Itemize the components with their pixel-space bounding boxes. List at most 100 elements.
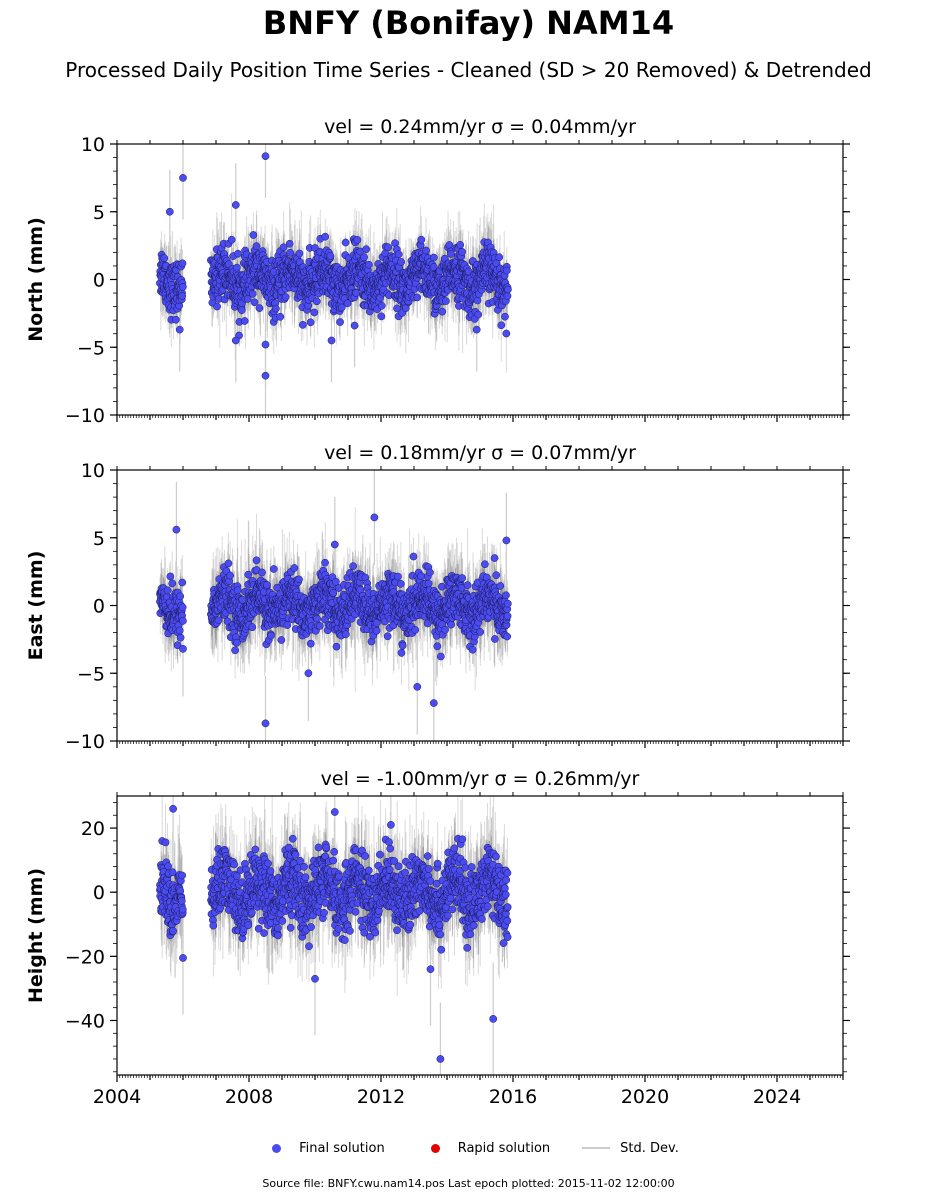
data-point — [176, 633, 185, 642]
data-point — [397, 258, 405, 266]
data-point — [350, 321, 359, 330]
data-point — [261, 371, 270, 380]
data-point — [413, 293, 422, 302]
data-point — [255, 304, 264, 312]
data-point — [240, 317, 249, 325]
data-point — [504, 285, 512, 294]
data-point — [231, 201, 240, 209]
data-point — [447, 250, 455, 258]
data-point — [495, 253, 504, 262]
data-point — [458, 248, 466, 256]
data-point — [429, 253, 438, 262]
data-point — [286, 248, 295, 257]
data-point — [394, 250, 403, 259]
plot-area — [156, 470, 512, 741]
data-point — [276, 312, 285, 321]
y-tick-label: −5 — [77, 337, 105, 359]
data-point — [310, 308, 319, 317]
data-point — [261, 152, 270, 161]
data-point — [474, 310, 483, 319]
data-point — [501, 312, 509, 321]
data-point — [365, 260, 373, 269]
figure-title: BNFY (Bonifay) NAM14 — [262, 4, 675, 42]
data-point — [179, 174, 187, 182]
y-tick-label: −10 — [65, 405, 105, 427]
data-point — [393, 304, 401, 313]
data-point — [321, 232, 330, 241]
data-point — [213, 302, 221, 311]
data-point — [306, 318, 315, 327]
data-point — [327, 336, 336, 345]
data-point — [176, 592, 185, 601]
y-tick-label: 10 — [81, 134, 105, 156]
data-point — [237, 306, 246, 315]
data-point — [250, 298, 259, 307]
data-point — [175, 325, 184, 334]
data-point — [168, 579, 177, 588]
panel-title: vel = 0.24mm/yr σ = 0.04mm/yr — [324, 116, 636, 138]
data-point — [165, 207, 174, 216]
data-point — [377, 312, 386, 321]
data-point — [272, 304, 280, 313]
data-point — [234, 249, 242, 258]
data-point — [224, 559, 233, 568]
data-point — [173, 641, 182, 650]
data-point — [312, 297, 321, 306]
data-point — [445, 241, 454, 249]
data-point — [231, 336, 240, 345]
data-point — [503, 266, 511, 275]
data-point — [343, 299, 352, 308]
data-point — [179, 283, 187, 291]
data-point — [178, 292, 187, 300]
data-point — [163, 586, 172, 595]
data-point — [326, 252, 335, 260]
data-point — [472, 325, 481, 334]
y-tick-label: 0 — [93, 270, 105, 292]
data-point — [281, 293, 290, 301]
data-point — [248, 290, 257, 298]
data-point — [172, 315, 180, 324]
data-point — [233, 263, 241, 272]
data-point — [178, 603, 187, 612]
figure-subtitle: Processed Daily Position Time Series - C… — [65, 58, 872, 82]
data-point — [438, 307, 447, 316]
plot-area — [156, 144, 512, 415]
data-point — [166, 572, 175, 581]
data-point — [160, 254, 169, 262]
data-point — [226, 571, 235, 580]
data-point — [456, 241, 465, 249]
data-point — [429, 263, 438, 271]
data-point — [502, 329, 511, 338]
panel-title: vel = 0.18mm/yr σ = 0.07mm/yr — [324, 442, 636, 464]
data-point — [362, 245, 371, 254]
data-point — [178, 578, 187, 587]
data-point — [252, 242, 261, 250]
data-point — [249, 231, 258, 239]
data-point — [417, 235, 426, 244]
data-point — [473, 296, 482, 305]
y-axis-label: North (mm) — [25, 217, 47, 342]
data-point — [261, 340, 270, 349]
data-point — [503, 292, 512, 300]
data-point — [227, 235, 236, 244]
data-point — [422, 246, 430, 255]
y-tick-label: 5 — [93, 202, 105, 224]
data-point — [175, 626, 184, 635]
data-point — [178, 259, 187, 268]
data-point — [179, 617, 187, 625]
data-point — [497, 321, 506, 330]
data-point — [233, 586, 242, 595]
data-point — [377, 301, 386, 310]
data-point — [442, 297, 450, 305]
data-point — [384, 243, 393, 252]
data-point — [231, 646, 239, 655]
data-point — [279, 243, 288, 252]
data-point — [337, 303, 346, 312]
y-axis-label: East (mm) — [25, 551, 47, 661]
data-point — [336, 318, 344, 326]
data-point — [214, 616, 223, 625]
panel-1: vel = 0.24mm/yr σ = 0.04mm/yr North (mm) −… — [25, 116, 850, 427]
data-point — [298, 321, 307, 329]
data-point — [295, 249, 304, 258]
